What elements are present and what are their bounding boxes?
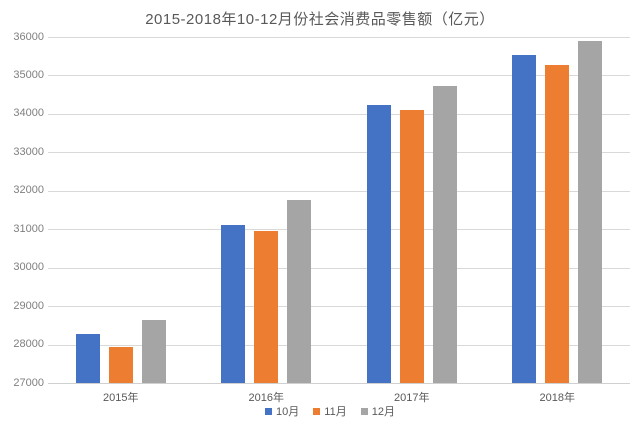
bar-series-2-cat-2 xyxy=(254,230,279,383)
legend-label: 11月 xyxy=(324,406,347,418)
y-axis-tick-label: 33000 xyxy=(13,145,44,158)
x-axis-tick-label: 2018年 xyxy=(539,392,576,404)
y-axis-tick-label: 35000 xyxy=(13,68,44,81)
gridline xyxy=(48,113,630,115)
gridline xyxy=(48,306,630,308)
y-axis-tick-label: 32000 xyxy=(13,184,44,197)
gridline xyxy=(48,344,630,346)
bar-series-1-cat-2 xyxy=(221,224,246,383)
legend-label: 12月 xyxy=(371,406,395,418)
gridline xyxy=(48,267,630,269)
y-axis-tick-label: 28000 xyxy=(13,338,44,351)
gridline xyxy=(48,190,630,192)
y-axis-tick-label: 30000 xyxy=(13,261,44,274)
bar-series-1-cat-3 xyxy=(366,104,391,383)
legend-item-3: 12月 xyxy=(360,403,395,419)
bar-series-1-cat-4 xyxy=(512,54,537,383)
x-axis-tick-label: 2015年 xyxy=(103,392,139,404)
bar-series-3-cat-4 xyxy=(578,41,603,383)
legend-label: 10月 xyxy=(276,406,300,418)
legend: 10月 11月 12月 xyxy=(0,403,640,419)
bar-series-2-cat-4 xyxy=(545,65,570,383)
gridline xyxy=(48,75,630,77)
gridline xyxy=(48,383,630,384)
gridline xyxy=(48,229,630,231)
legend-marker-icon xyxy=(313,407,321,415)
y-axis-tick-label: 27000 xyxy=(13,376,44,389)
x-axis-tick-label: 2016年 xyxy=(248,392,285,404)
bar-series-1-cat-1 xyxy=(75,333,100,383)
chart-title: 2015-2018年10-12月份社会消费品零售额（亿元） xyxy=(145,11,495,28)
x-axis-tick-label: 2017年 xyxy=(394,392,430,404)
bar-series-3-cat-1 xyxy=(141,320,166,383)
bar-series-3-cat-2 xyxy=(287,200,312,383)
legend-item-2: 11月 xyxy=(313,403,347,419)
bar-series-2-cat-3 xyxy=(399,109,424,383)
y-axis-tick-label: 29000 xyxy=(13,299,44,312)
bar-series-3-cat-3 xyxy=(432,85,457,383)
y-axis-tick-label: 31000 xyxy=(13,222,44,235)
y-axis-tick-label: 34000 xyxy=(13,107,44,120)
legend-marker-icon xyxy=(360,407,368,415)
y-axis-tick-label: 36000 xyxy=(13,30,44,43)
legend-marker-icon xyxy=(265,407,273,415)
bar-series-2-cat-1 xyxy=(108,346,133,383)
gridline xyxy=(48,152,630,154)
legend-item-1: 10月 xyxy=(265,403,299,419)
gridline xyxy=(48,37,630,38)
